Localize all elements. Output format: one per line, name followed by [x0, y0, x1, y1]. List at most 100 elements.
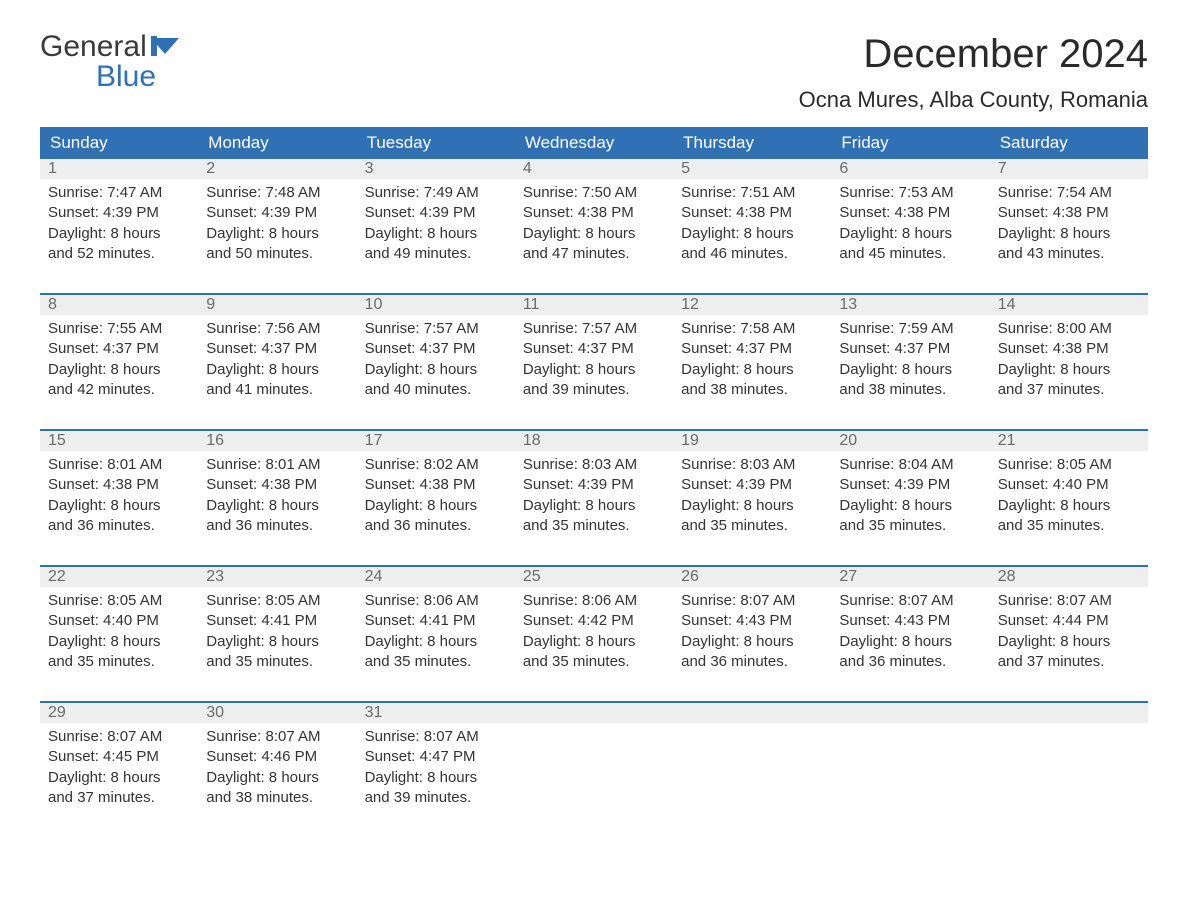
- daylight-line: Daylight: 8 hoursand 36 minutes.: [365, 496, 507, 537]
- calendar-header-row: SundayMondayTuesdayWednesdayThursdayFrid…: [40, 127, 1148, 159]
- day-cell: 17Sunrise: 8:02 AMSunset: 4:38 PMDayligh…: [357, 431, 515, 543]
- sunset-line: Sunset: 4:43 PM: [681, 611, 823, 631]
- sunrise-line: Sunrise: 8:04 AM: [839, 455, 981, 475]
- flag-icon: [151, 32, 185, 62]
- day-body: Sunrise: 8:05 AMSunset: 4:40 PMDaylight:…: [990, 451, 1148, 542]
- day-number: .: [515, 703, 673, 723]
- daylight-line: Daylight: 8 hoursand 37 minutes.: [48, 768, 190, 809]
- sunset-line: Sunset: 4:37 PM: [839, 339, 981, 359]
- sunset-line: Sunset: 4:45 PM: [48, 747, 190, 767]
- day-number: 13: [831, 295, 989, 315]
- daylight-line: Daylight: 8 hoursand 43 minutes.: [998, 224, 1140, 265]
- day-body: Sunrise: 8:07 AMSunset: 4:43 PMDaylight:…: [673, 587, 831, 678]
- day-number: 22: [40, 567, 198, 587]
- day-cell: 30Sunrise: 8:07 AMSunset: 4:46 PMDayligh…: [198, 703, 356, 815]
- daylight-line: Daylight: 8 hoursand 35 minutes.: [523, 496, 665, 537]
- day-cell: 1Sunrise: 7:47 AMSunset: 4:39 PMDaylight…: [40, 159, 198, 271]
- sunrise-line: Sunrise: 8:07 AM: [998, 591, 1140, 611]
- day-body: Sunrise: 7:54 AMSunset: 4:38 PMDaylight:…: [990, 179, 1148, 270]
- sunrise-line: Sunrise: 8:00 AM: [998, 319, 1140, 339]
- sunrise-line: Sunrise: 8:07 AM: [365, 727, 507, 747]
- day-body: Sunrise: 7:49 AMSunset: 4:39 PMDaylight:…: [357, 179, 515, 270]
- calendar-body: 1Sunrise: 7:47 AMSunset: 4:39 PMDaylight…: [40, 159, 1148, 815]
- day-body: Sunrise: 8:07 AMSunset: 4:44 PMDaylight:…: [990, 587, 1148, 678]
- sunset-line: Sunset: 4:38 PM: [998, 339, 1140, 359]
- sunrise-line: Sunrise: 7:49 AM: [365, 183, 507, 203]
- daylight-line: Daylight: 8 hoursand 38 minutes.: [681, 360, 823, 401]
- calendar: SundayMondayTuesdayWednesdayThursdayFrid…: [40, 127, 1148, 815]
- sunset-line: Sunset: 4:40 PM: [998, 475, 1140, 495]
- daylight-line: Daylight: 8 hoursand 35 minutes.: [681, 496, 823, 537]
- day-cell: 29Sunrise: 8:07 AMSunset: 4:45 PMDayligh…: [40, 703, 198, 815]
- day-cell: 12Sunrise: 7:58 AMSunset: 4:37 PMDayligh…: [673, 295, 831, 407]
- sunrise-line: Sunrise: 7:53 AM: [839, 183, 981, 203]
- logo-text-top: General: [40, 32, 147, 62]
- week-row: 22 Sunrise: 8:05 AMSunset: 4:40 PM Dayligh…: [40, 565, 1148, 679]
- daylight-line: Daylight: 8 hoursand 37 minutes.: [998, 632, 1140, 673]
- day-cell: 25Sunrise: 8:06 AMSunset: 4:42 PMDayligh…: [515, 567, 673, 679]
- day-cell: 23Sunrise: 8:05 AMSunset: 4:41 PMDayligh…: [198, 567, 356, 679]
- day-body: Sunrise: 8:07 AMSunset: 4:47 PMDaylight:…: [357, 723, 515, 814]
- daylight-line: Daylight: 8 hoursand 36 minutes.: [206, 496, 348, 537]
- day-body: Sunrise: 8:07 AMSunset: 4:43 PMDaylight:…: [831, 587, 989, 678]
- daylight-line: Daylight: 8 hoursand 35 minutes.: [206, 632, 348, 673]
- day-body: Sunrise: 7:56 AMSunset: 4:37 PMDaylight:…: [198, 315, 356, 406]
- day-body: Sunrise: 7:55 AMSunset: 4:37 PMDaylight:…: [40, 315, 198, 406]
- day-number: 5: [673, 159, 831, 179]
- day-number: 28: [990, 567, 1148, 587]
- sunset-line: Sunset: 4:46 PM: [206, 747, 348, 767]
- topbar: General Blue December 2024 Ocna Mures, A…: [40, 32, 1148, 113]
- day-empty: .: [990, 703, 1148, 815]
- sunrise-line: Sunrise: 8:07 AM: [206, 727, 348, 747]
- daylight-line: Daylight: 8 hoursand 49 minutes.: [365, 224, 507, 265]
- day-cell: 18Sunrise: 8:03 AMSunset: 4:39 PMDayligh…: [515, 431, 673, 543]
- header-cell-thursday: Thursday: [673, 127, 831, 159]
- day-number: 17: [357, 431, 515, 451]
- day-number: 12: [673, 295, 831, 315]
- day-number: 23: [198, 567, 356, 587]
- title-block: December 2024 Ocna Mures, Alba County, R…: [799, 32, 1148, 113]
- sunrise-line: Sunrise: 8:05 AM: [48, 591, 190, 611]
- sunrise-line: Sunrise: 8:06 AM: [365, 591, 507, 611]
- sunset-line: Sunset: 4:38 PM: [998, 203, 1140, 223]
- day-number: 10: [357, 295, 515, 315]
- daylight-line: Daylight: 8 hoursand 36 minutes.: [839, 632, 981, 673]
- sunrise-line: Sunrise: 8:01 AM: [206, 455, 348, 475]
- day-body: Sunrise: 8:06 AMSunset: 4:42 PMDaylight:…: [515, 587, 673, 678]
- sunrise-line: Sunrise: 7:54 AM: [998, 183, 1140, 203]
- day-cell: 22Sunrise: 8:05 AMSunset: 4:40 PMDayligh…: [40, 567, 198, 679]
- day-body: Sunrise: 7:47 AMSunset: 4:39 PMDaylight:…: [40, 179, 198, 270]
- location: Ocna Mures, Alba County, Romania: [799, 87, 1148, 113]
- sunset-line: Sunset: 4:40 PM: [48, 611, 190, 631]
- header-cell-sunday: Sunday: [40, 127, 198, 159]
- day-body: Sunrise: 7:58 AMSunset: 4:37 PMDaylight:…: [673, 315, 831, 406]
- day-cell: 26Sunrise: 8:07 AMSunset: 4:43 PMDayligh…: [673, 567, 831, 679]
- day-body: Sunrise: 8:07 AMSunset: 4:46 PMDaylight:…: [198, 723, 356, 814]
- day-number: 20: [831, 431, 989, 451]
- daylight-line: Daylight: 8 hoursand 50 minutes.: [206, 224, 348, 265]
- day-cell: 15Sunrise: 8:01 AMSunset: 4:38 PMDayligh…: [40, 431, 198, 543]
- sunrise-line: Sunrise: 7:48 AM: [206, 183, 348, 203]
- header-cell-saturday: Saturday: [990, 127, 1148, 159]
- day-cell: 24Sunrise: 8:06 AMSunset: 4:41 PMDayligh…: [357, 567, 515, 679]
- day-number: .: [831, 703, 989, 723]
- day-number: 1: [40, 159, 198, 179]
- day-body: Sunrise: 8:02 AMSunset: 4:38 PMDaylight:…: [357, 451, 515, 542]
- sunrise-line: Sunrise: 8:03 AM: [681, 455, 823, 475]
- daylight-line: Daylight: 8 hoursand 38 minutes.: [206, 768, 348, 809]
- day-empty: .: [515, 703, 673, 815]
- sunset-line: Sunset: 4:39 PM: [839, 475, 981, 495]
- daylight-line: Daylight: 8 hoursand 47 minutes.: [523, 224, 665, 265]
- day-body: Sunrise: 7:53 AMSunset: 4:38 PMDaylight:…: [831, 179, 989, 270]
- sunrise-line: Sunrise: 7:47 AM: [48, 183, 190, 203]
- sunset-line: Sunset: 4:47 PM: [365, 747, 507, 767]
- week-row: 29Sunrise: 8:07 AMSunset: 4:45 PMDayligh…: [40, 701, 1148, 815]
- daylight-line: Daylight: 8 hoursand 39 minutes.: [365, 768, 507, 809]
- sunrise-line: Sunrise: 8:02 AM: [365, 455, 507, 475]
- daylight-line: Daylight: 8 hoursand 40 minutes.: [365, 360, 507, 401]
- daylight-line: Daylight: 8 hoursand 35 minutes.: [523, 632, 665, 673]
- day-body: Sunrise: 8:00 AMSunset: 4:38 PMDaylight:…: [990, 315, 1148, 406]
- daylight-line: Daylight: 8 hoursand 36 minutes.: [681, 632, 823, 673]
- logo: General Blue: [40, 32, 185, 92]
- sunset-line: Sunset: 4:39 PM: [206, 203, 348, 223]
